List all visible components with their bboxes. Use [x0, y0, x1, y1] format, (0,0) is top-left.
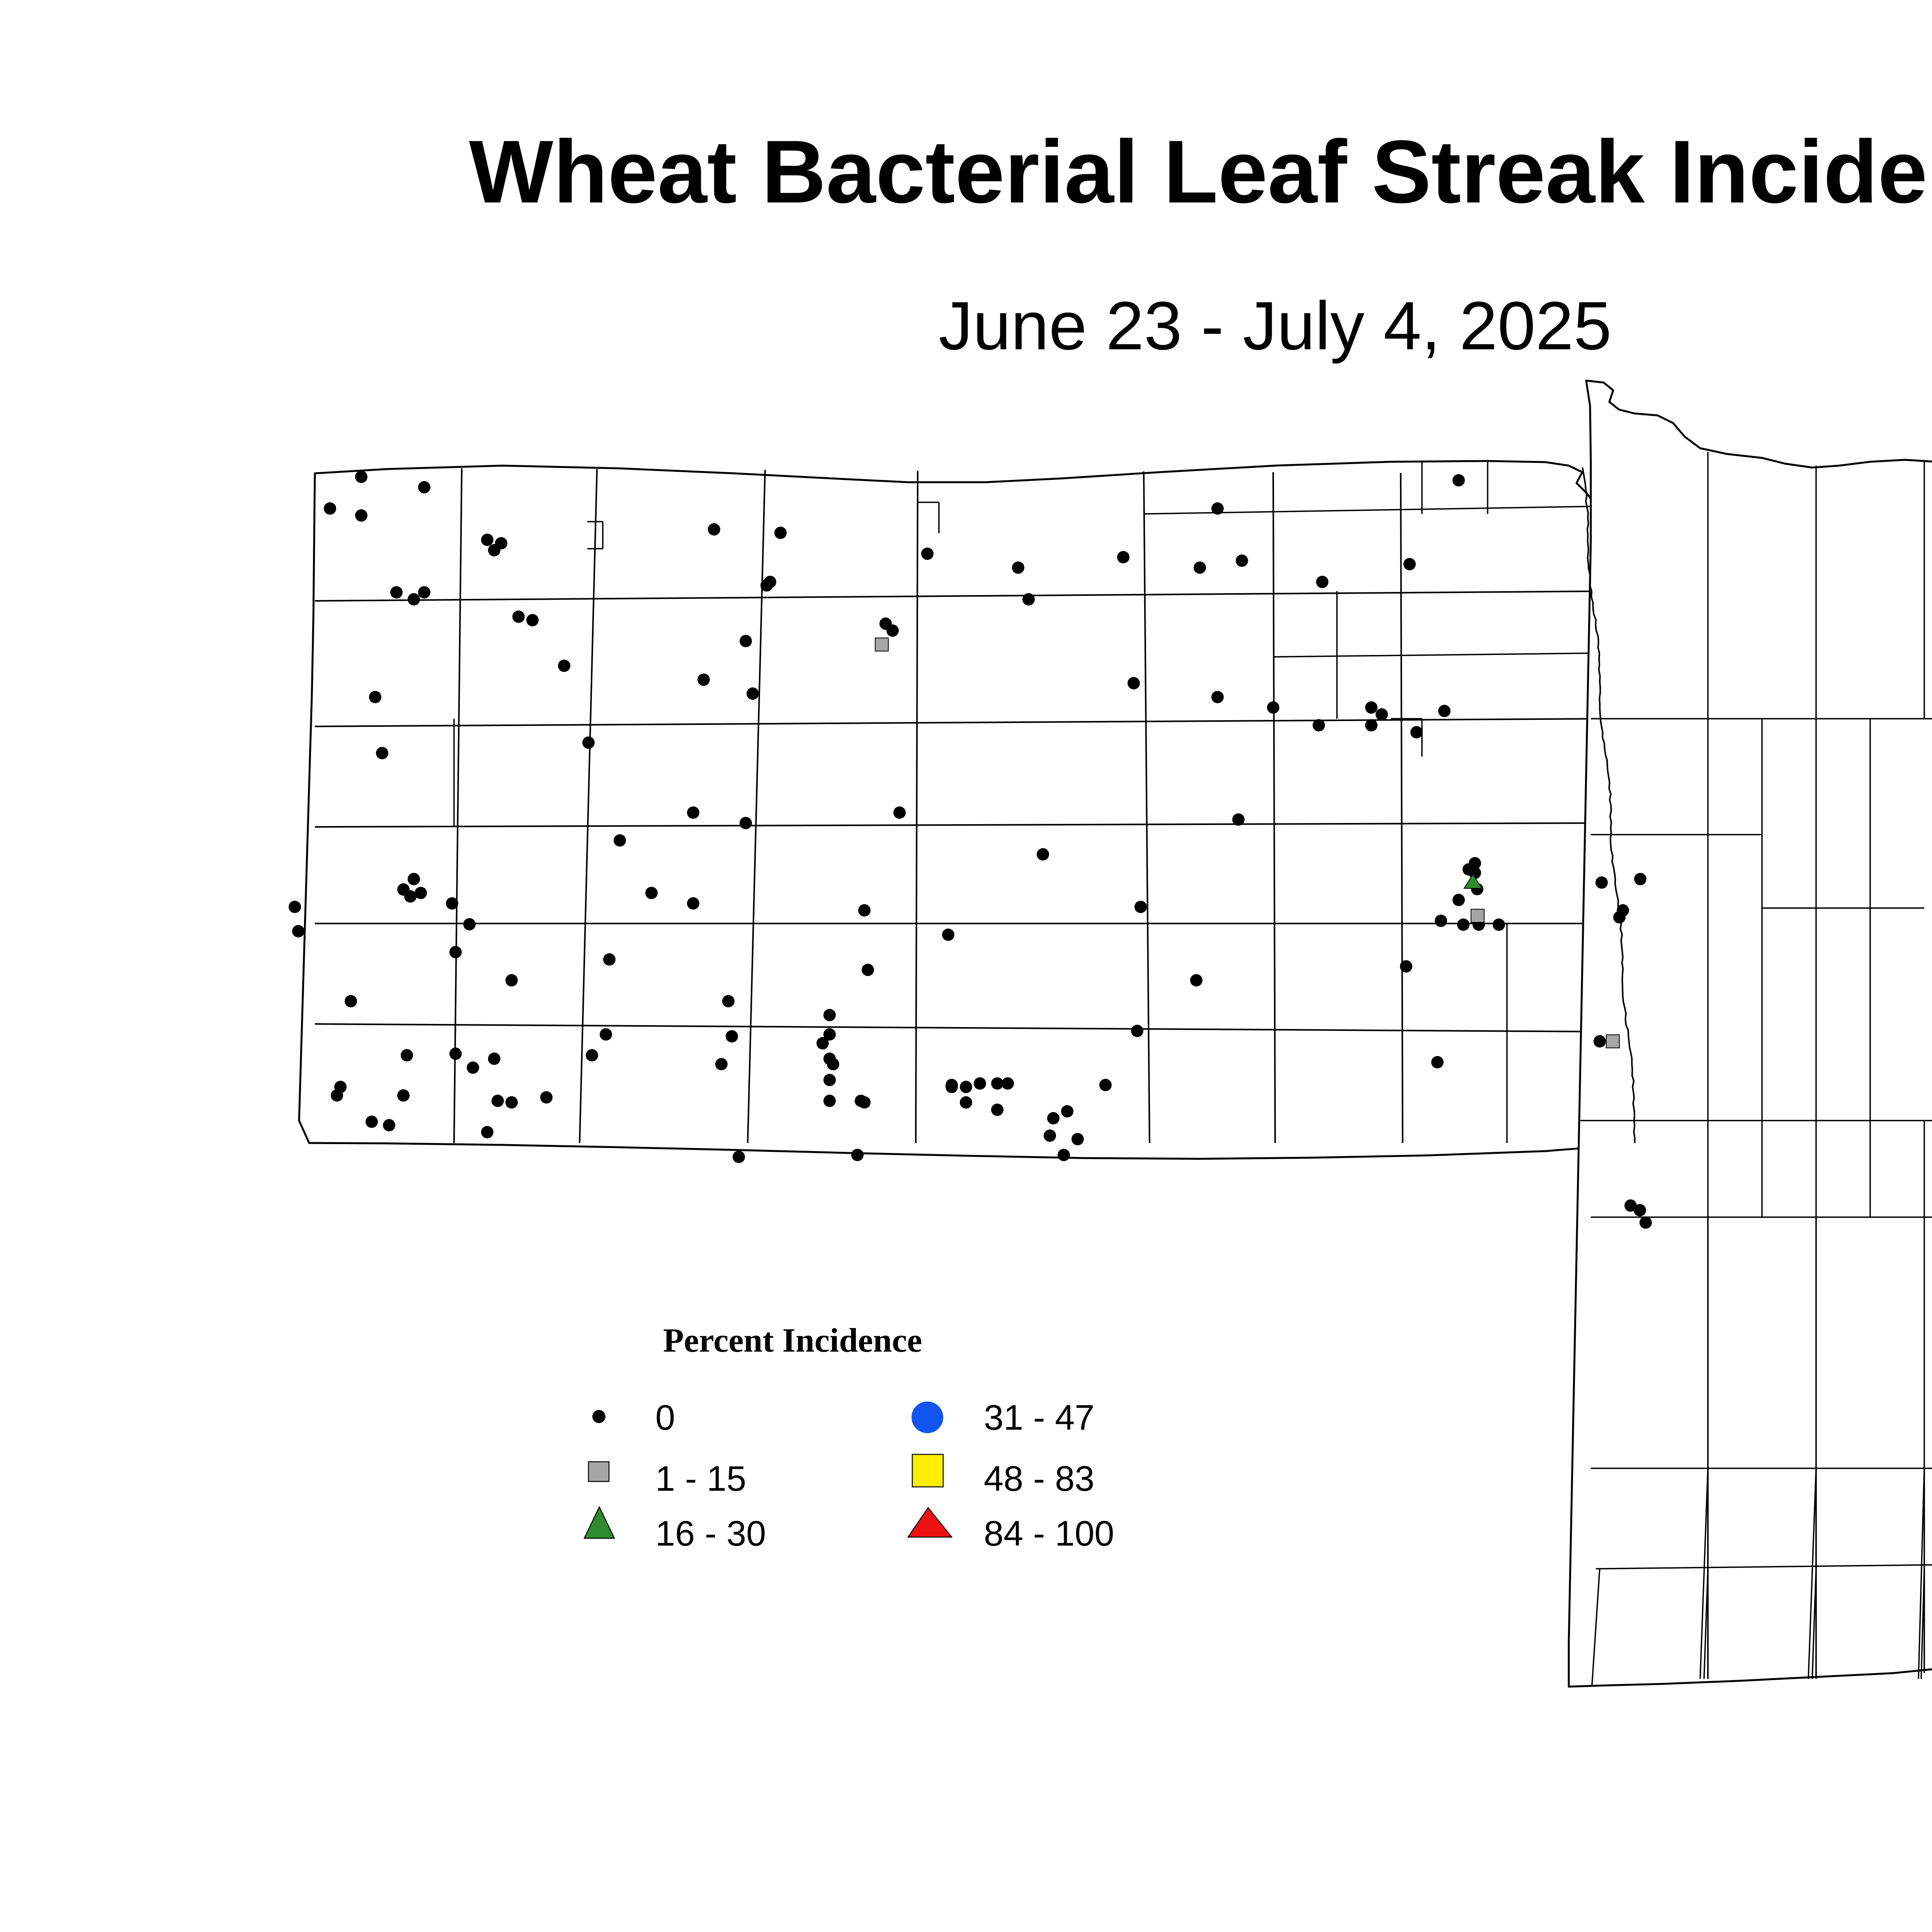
- svg-text:1 - 15: 1 - 15: [655, 1459, 746, 1498]
- svg-text:16 - 30: 16 - 30: [655, 1514, 766, 1553]
- svg-text:31 - 47: 31 - 47: [984, 1398, 1094, 1437]
- svg-text:0: 0: [655, 1398, 675, 1437]
- svg-text:48 - 83: 48 - 83: [984, 1459, 1094, 1498]
- svg-text:84 - 100: 84 - 100: [984, 1514, 1114, 1553]
- svg-text:Percent Incidence: Percent Incidence: [663, 1322, 922, 1359]
